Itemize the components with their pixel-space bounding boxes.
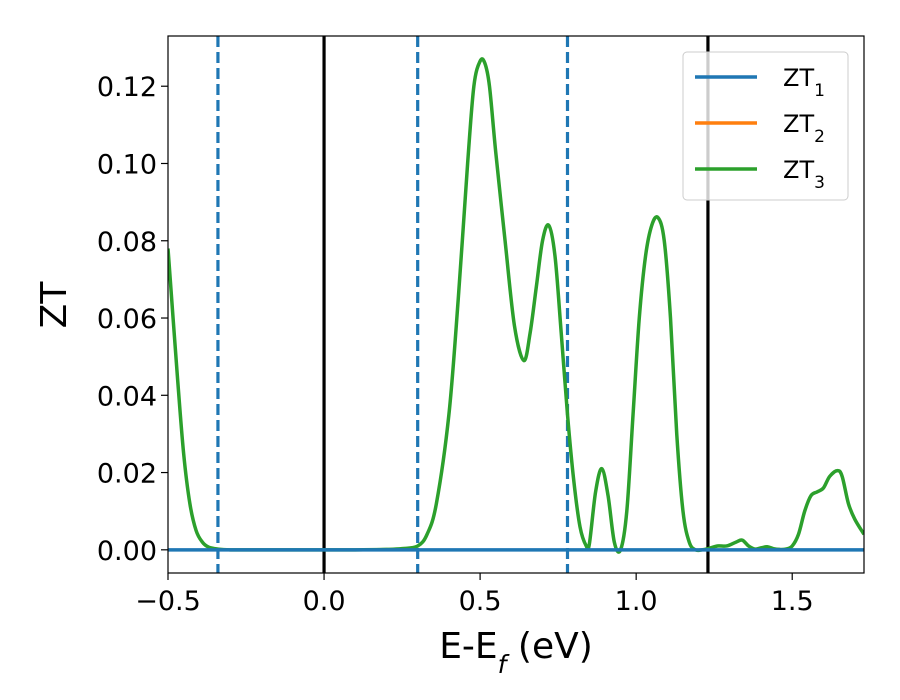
x-tick-label: 1.5 [771,586,814,617]
x-axis-title: E-Ef (eV) [439,626,593,679]
series-lines [168,57,864,554]
legend: ZT1 ZT2 ZT3 [682,51,849,201]
y-tick-label: 0.04 [97,381,157,412]
y-tick-label: 0.12 [97,72,157,103]
y-axis-title: ZT [34,281,75,329]
y-axis-ticks: 0.00 0.02 0.04 0.06 0.08 0.10 0.12 [97,72,168,567]
legend-box [682,51,849,201]
legend-label-zt1: ZT1 [783,64,825,101]
x-tick-label: 0.0 [303,586,346,617]
y-tick-label: 0.00 [97,536,157,567]
y-tick-label: 0.02 [97,459,157,490]
legend-label-zt2: ZT2 [783,110,825,147]
y-tick-label: 0.08 [97,227,157,258]
legend-label-zt3: ZT3 [783,156,825,193]
y-tick-label: 0.10 [97,149,157,180]
y-tick-label: 0.06 [97,304,157,335]
x-tick-label: −0.5 [135,586,201,617]
x-tick-label: 0.5 [459,586,502,617]
x-axis-ticks: −0.5 0.0 0.5 1.0 1.5 [135,573,814,617]
x-tick-label: 1.0 [615,586,658,617]
plot-frame [167,35,865,574]
